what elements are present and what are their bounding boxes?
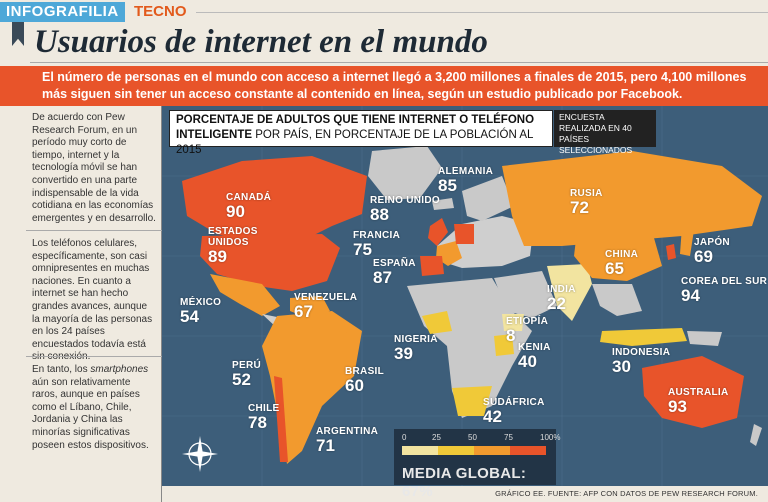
country-label-indonesia: INDONESIA 30 [612,347,671,376]
france [436,241,462,266]
country-label-venezuela: VENEZUELA 67 [294,292,358,321]
country-label-argentina: ARGENTINA 71 [316,426,379,455]
source-footer: GRÁFICO EE. FUENTE: AFP CON DATOS DE PEW… [495,489,758,498]
map-graphic [162,106,768,486]
new-zealand [750,424,762,446]
south-africa [452,386,492,416]
sidebar: De acuerdo con Pew Research Forum, en un… [0,106,162,502]
sidebar-paragraph-3: En tanto, los smartphones aún son relati… [32,364,156,452]
sidebar-paragraph-2: Los teléfonos celulares, específicamente… [32,238,153,362]
country-label-perú: PERÚ 52 [232,360,261,389]
australia [642,356,744,428]
middle-east [494,271,557,318]
legend-tick: 50 [468,433,477,442]
country-label-india: INDIA 22 [547,284,576,313]
intro-banner: El número de personas en el mundo con ac… [0,66,768,106]
top-divider [196,12,768,13]
sidebar-text: En tanto, los [32,364,91,375]
indonesia [600,328,687,346]
legend-tick: 25 [432,433,441,442]
country-label-méxico: MÉXICO 54 [180,297,222,326]
china [574,231,662,281]
brazil [300,326,357,396]
legend-tick: 75 [504,433,513,442]
country-label-kenia: KENIA 40 [518,342,551,371]
legend-swatch [474,446,510,455]
mexico [210,274,280,316]
color-legend: 0 25 50 75 100% MEDIA GLOBAL: 67% [394,429,560,500]
global-average: MEDIA GLOBAL: 67% [402,465,527,500]
sidebar-divider-2 [26,356,162,357]
country-label-estados-unidos: ESTADOS UNIDOS 89 [208,226,258,266]
png [687,331,722,346]
russia [502,151,762,246]
uk [428,218,448,246]
country-label-canadá: CANADÁ 90 [226,192,272,221]
canada [182,156,367,244]
chart-title: PORCENTAJE DE ADULTOS QUE TIENE INTERNET… [169,110,553,156]
legend-swatch [402,446,438,455]
sidebar-text: aún son relativamente raros, aunque en p… [32,376,149,451]
country-label-japón: JAPÓN 69 [694,237,730,266]
country-label-sudáfrica: SUDÁFRICA 42 [483,397,545,426]
country-label-brasil: BRASIL 60 [345,366,385,395]
brand-label[interactable]: INFOGRAFILIA [0,2,125,22]
country-label-rusia: RUSIA 72 [570,188,603,217]
legend-swatch [438,446,474,455]
usa [200,234,340,291]
kenia [494,334,514,356]
korea [666,244,676,260]
top-bar: INFOGRAFILIA TECNO [0,0,768,24]
chart-title-rest: POR PAÍS, EN PORCENTAJE DE LA POBLACIÓN … [176,129,534,156]
country-label-reino-unido: REINO UNIDO 88 [370,195,440,224]
country-label-francia: FRANCIA 75 [353,230,401,259]
legend-tick: 100% [540,433,561,442]
scandinavia [462,176,514,221]
legend-swatch [510,446,546,455]
country-label-australia: AUSTRALIA 93 [668,387,729,416]
germany [454,224,474,244]
title-divider [30,62,768,63]
country-label-españa: ESPAÑA 87 [373,258,416,287]
survey-note: ENCUESTA REALIZADA EN 40 PAÍSES SELECCIO… [554,110,656,155]
country-label-etiopía: ETIOPÍA 8 [506,316,549,345]
spain [420,256,444,276]
legend-bar [402,446,546,455]
legend-tick: 0 [402,433,407,442]
compass-icon [182,436,218,472]
bookmark-icon [12,22,24,46]
country-label-chile: CHILE 78 [248,403,280,432]
se-asia [592,284,642,316]
sidebar-emphasis: smartphones [90,364,149,375]
chart-title-bold: PORCENTAJE DE ADULTOS QUE TIENE INTERNET… [176,114,535,141]
section-label[interactable]: TECNO [134,3,187,20]
country-label-alemania: ALEMANIA 85 [438,166,494,195]
country-label-corea-del-sur: COREA DEL SUR 94 [681,276,768,305]
iceland [432,198,454,210]
page-title: Usuarios de internet en el mundo [34,24,488,60]
greenland [368,146,442,200]
nigeria [422,311,452,334]
chile [274,376,288,462]
sidebar-divider-1 [26,230,162,231]
country-label-china: CHINA 65 [605,249,639,278]
country-label-nigeria: NIGERIA 39 [394,334,438,363]
ethiopia [502,314,524,331]
world-map [162,106,768,486]
india [547,264,592,321]
japan [680,226,694,256]
sidebar-paragraph-1: De acuerdo con Pew Research Forum, en un… [32,112,156,224]
